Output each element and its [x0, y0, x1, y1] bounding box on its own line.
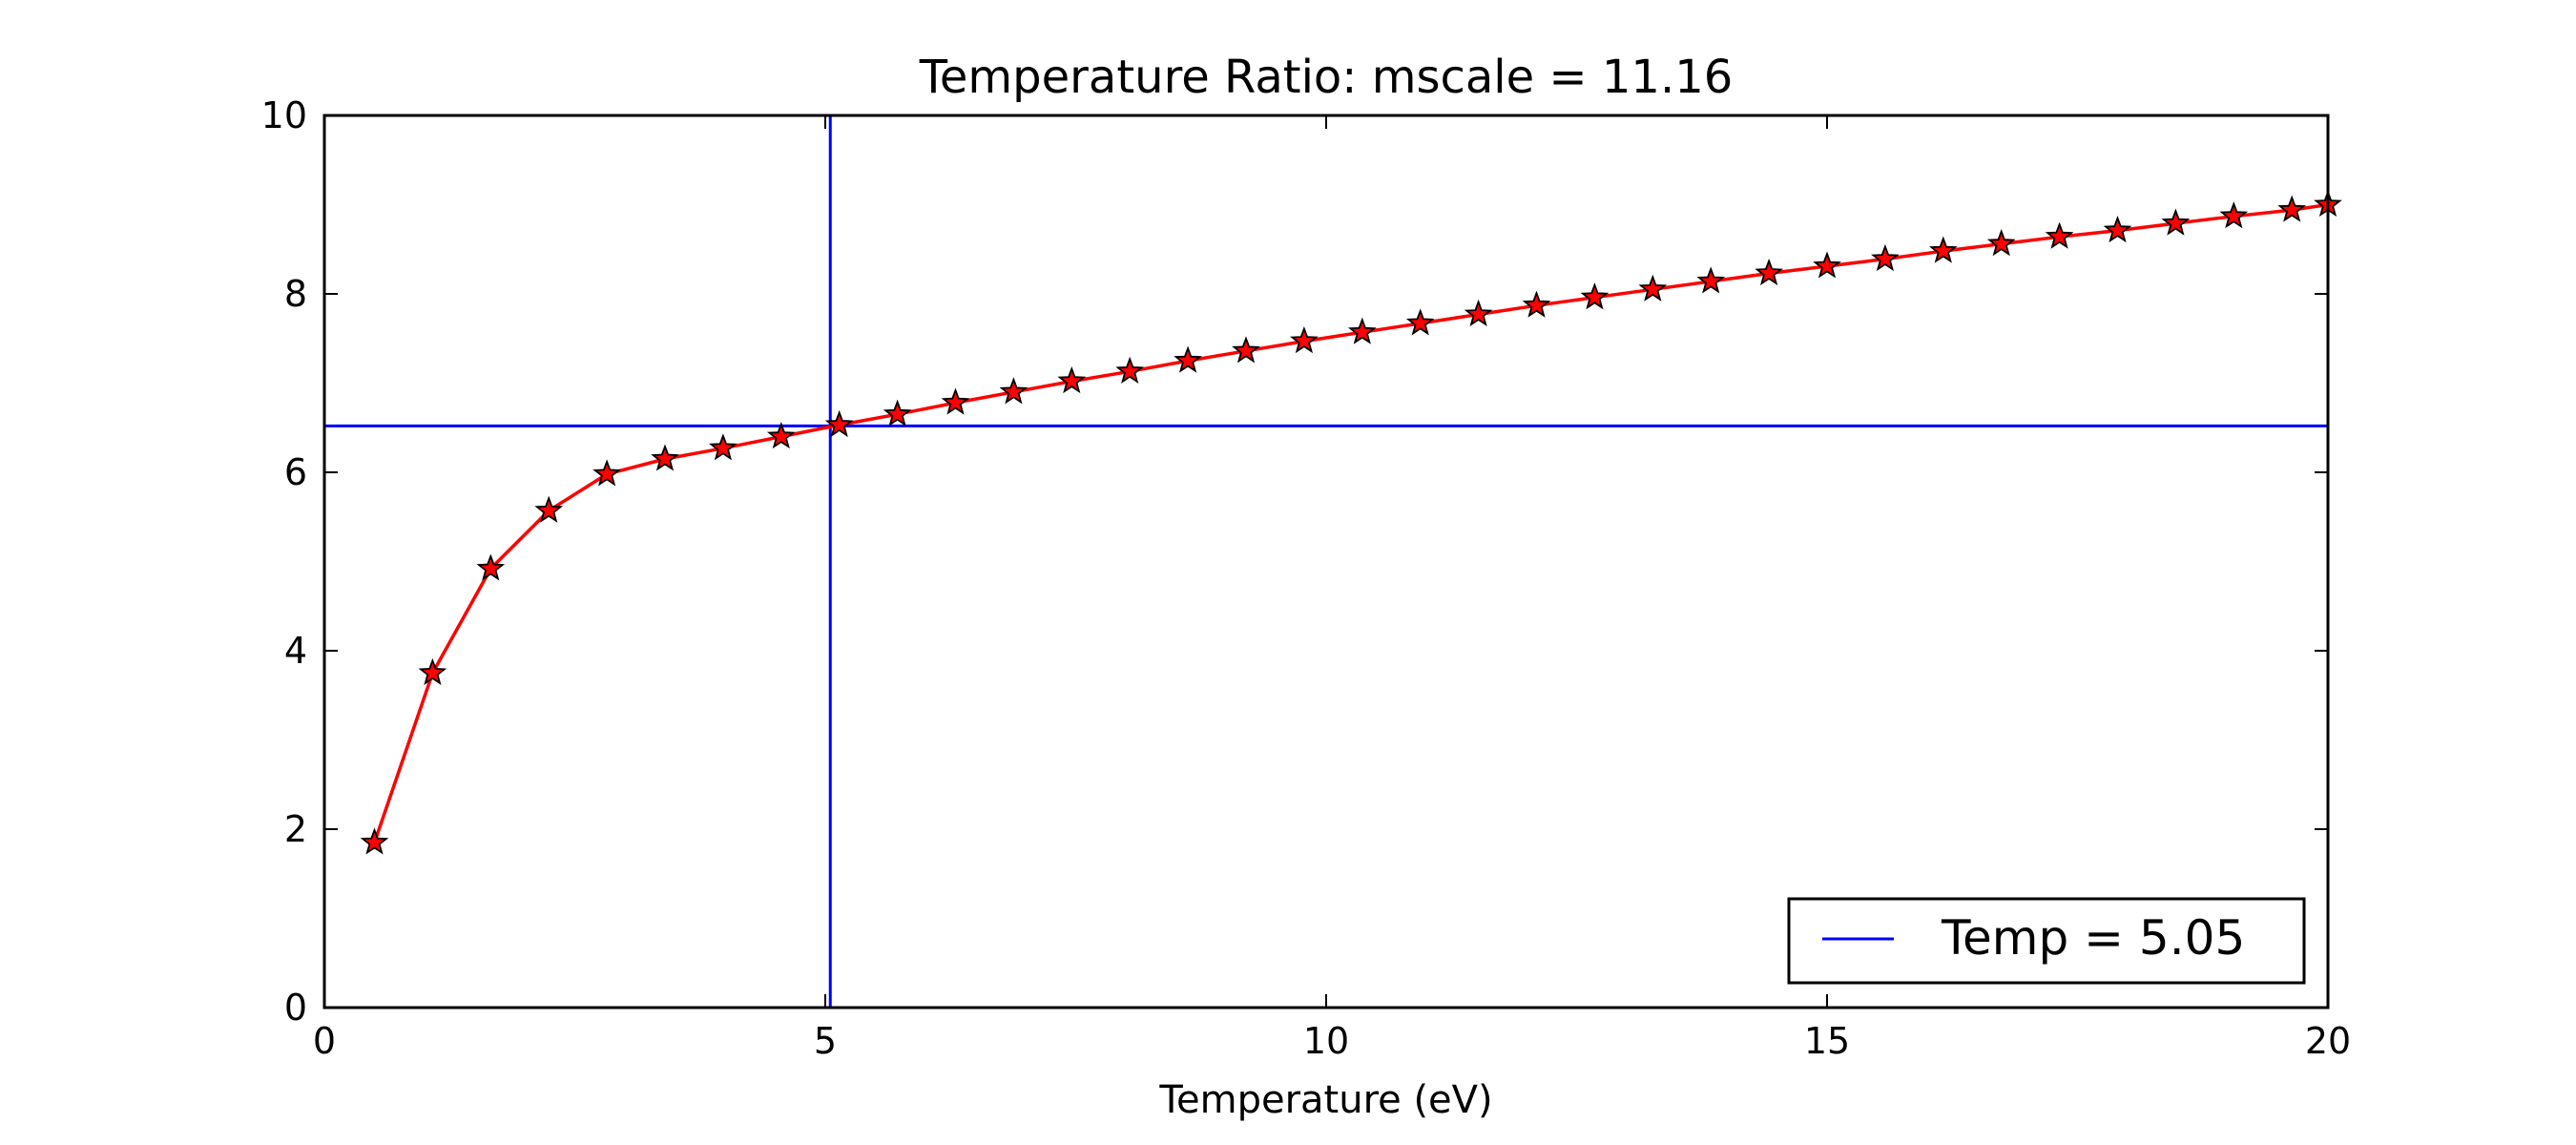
- data-point: [2103, 216, 2132, 243]
- data-point: [1813, 251, 1841, 279]
- chart-title: Temperature Ratio: mscale = 11.16: [919, 51, 1734, 104]
- x-axis-label: Temperature (eV): [1158, 1078, 1492, 1122]
- data-point: [1638, 274, 1668, 302]
- plot-frame: [322, 114, 2330, 1010]
- data-point: [1871, 243, 1900, 272]
- data-point: [1580, 282, 1610, 310]
- data-point: [418, 657, 447, 685]
- legend-box: [1787, 897, 2306, 985]
- data-point: [1986, 229, 2016, 257]
- y-tick-label: 4: [284, 630, 307, 672]
- data-point: [534, 495, 564, 523]
- data-point: [2277, 195, 2307, 222]
- y-tick-label: 6: [284, 451, 307, 493]
- plot-area: [324, 115, 2342, 1008]
- y-tick-label: 2: [284, 808, 307, 850]
- y-tick-label: 10: [261, 94, 307, 136]
- data-point: [1290, 326, 1319, 354]
- data-point: [1696, 266, 1726, 294]
- data-point: [1522, 290, 1551, 318]
- data-point: [883, 399, 912, 427]
- data-point: [824, 409, 854, 438]
- data-point: [999, 377, 1028, 405]
- data-point: [1115, 356, 1145, 384]
- data-point: [651, 444, 679, 471]
- legend-label: Temp = 5.05: [1941, 910, 2245, 966]
- data-point: [2219, 201, 2249, 229]
- x-tick-label: 5: [814, 1020, 837, 1062]
- data-point: [2045, 221, 2074, 249]
- data-point: [592, 459, 621, 487]
- x-tick-label: 20: [2305, 1020, 2351, 1062]
- x-tick-label: 10: [1303, 1020, 1349, 1062]
- data-point: [1057, 366, 1087, 394]
- y-tick-label: 8: [284, 273, 307, 315]
- series-line: [372, 202, 2329, 843]
- y-tick-label: 0: [284, 987, 307, 1029]
- data-point: [1232, 336, 1260, 364]
- data-point: [709, 433, 737, 461]
- data-point: [1405, 308, 1435, 336]
- data-point: [476, 553, 506, 581]
- data-point: [766, 422, 796, 449]
- data-point: [360, 827, 389, 855]
- axis-ticks: 0 5 10 15 20 0 2 4 6 8 10: [261, 94, 2352, 1062]
- data-point: [1174, 345, 1202, 373]
- legend: Temp = 5.05: [1787, 897, 2306, 985]
- data-point: [1464, 299, 1493, 327]
- x-tick-label: 15: [1804, 1020, 1850, 1062]
- data-point: [1347, 317, 1377, 344]
- data-point: [941, 387, 970, 415]
- x-tick-label: 0: [313, 1020, 336, 1062]
- data-point: [1755, 258, 1783, 286]
- data-point: [2161, 208, 2191, 236]
- data-point: [1928, 236, 1958, 263]
